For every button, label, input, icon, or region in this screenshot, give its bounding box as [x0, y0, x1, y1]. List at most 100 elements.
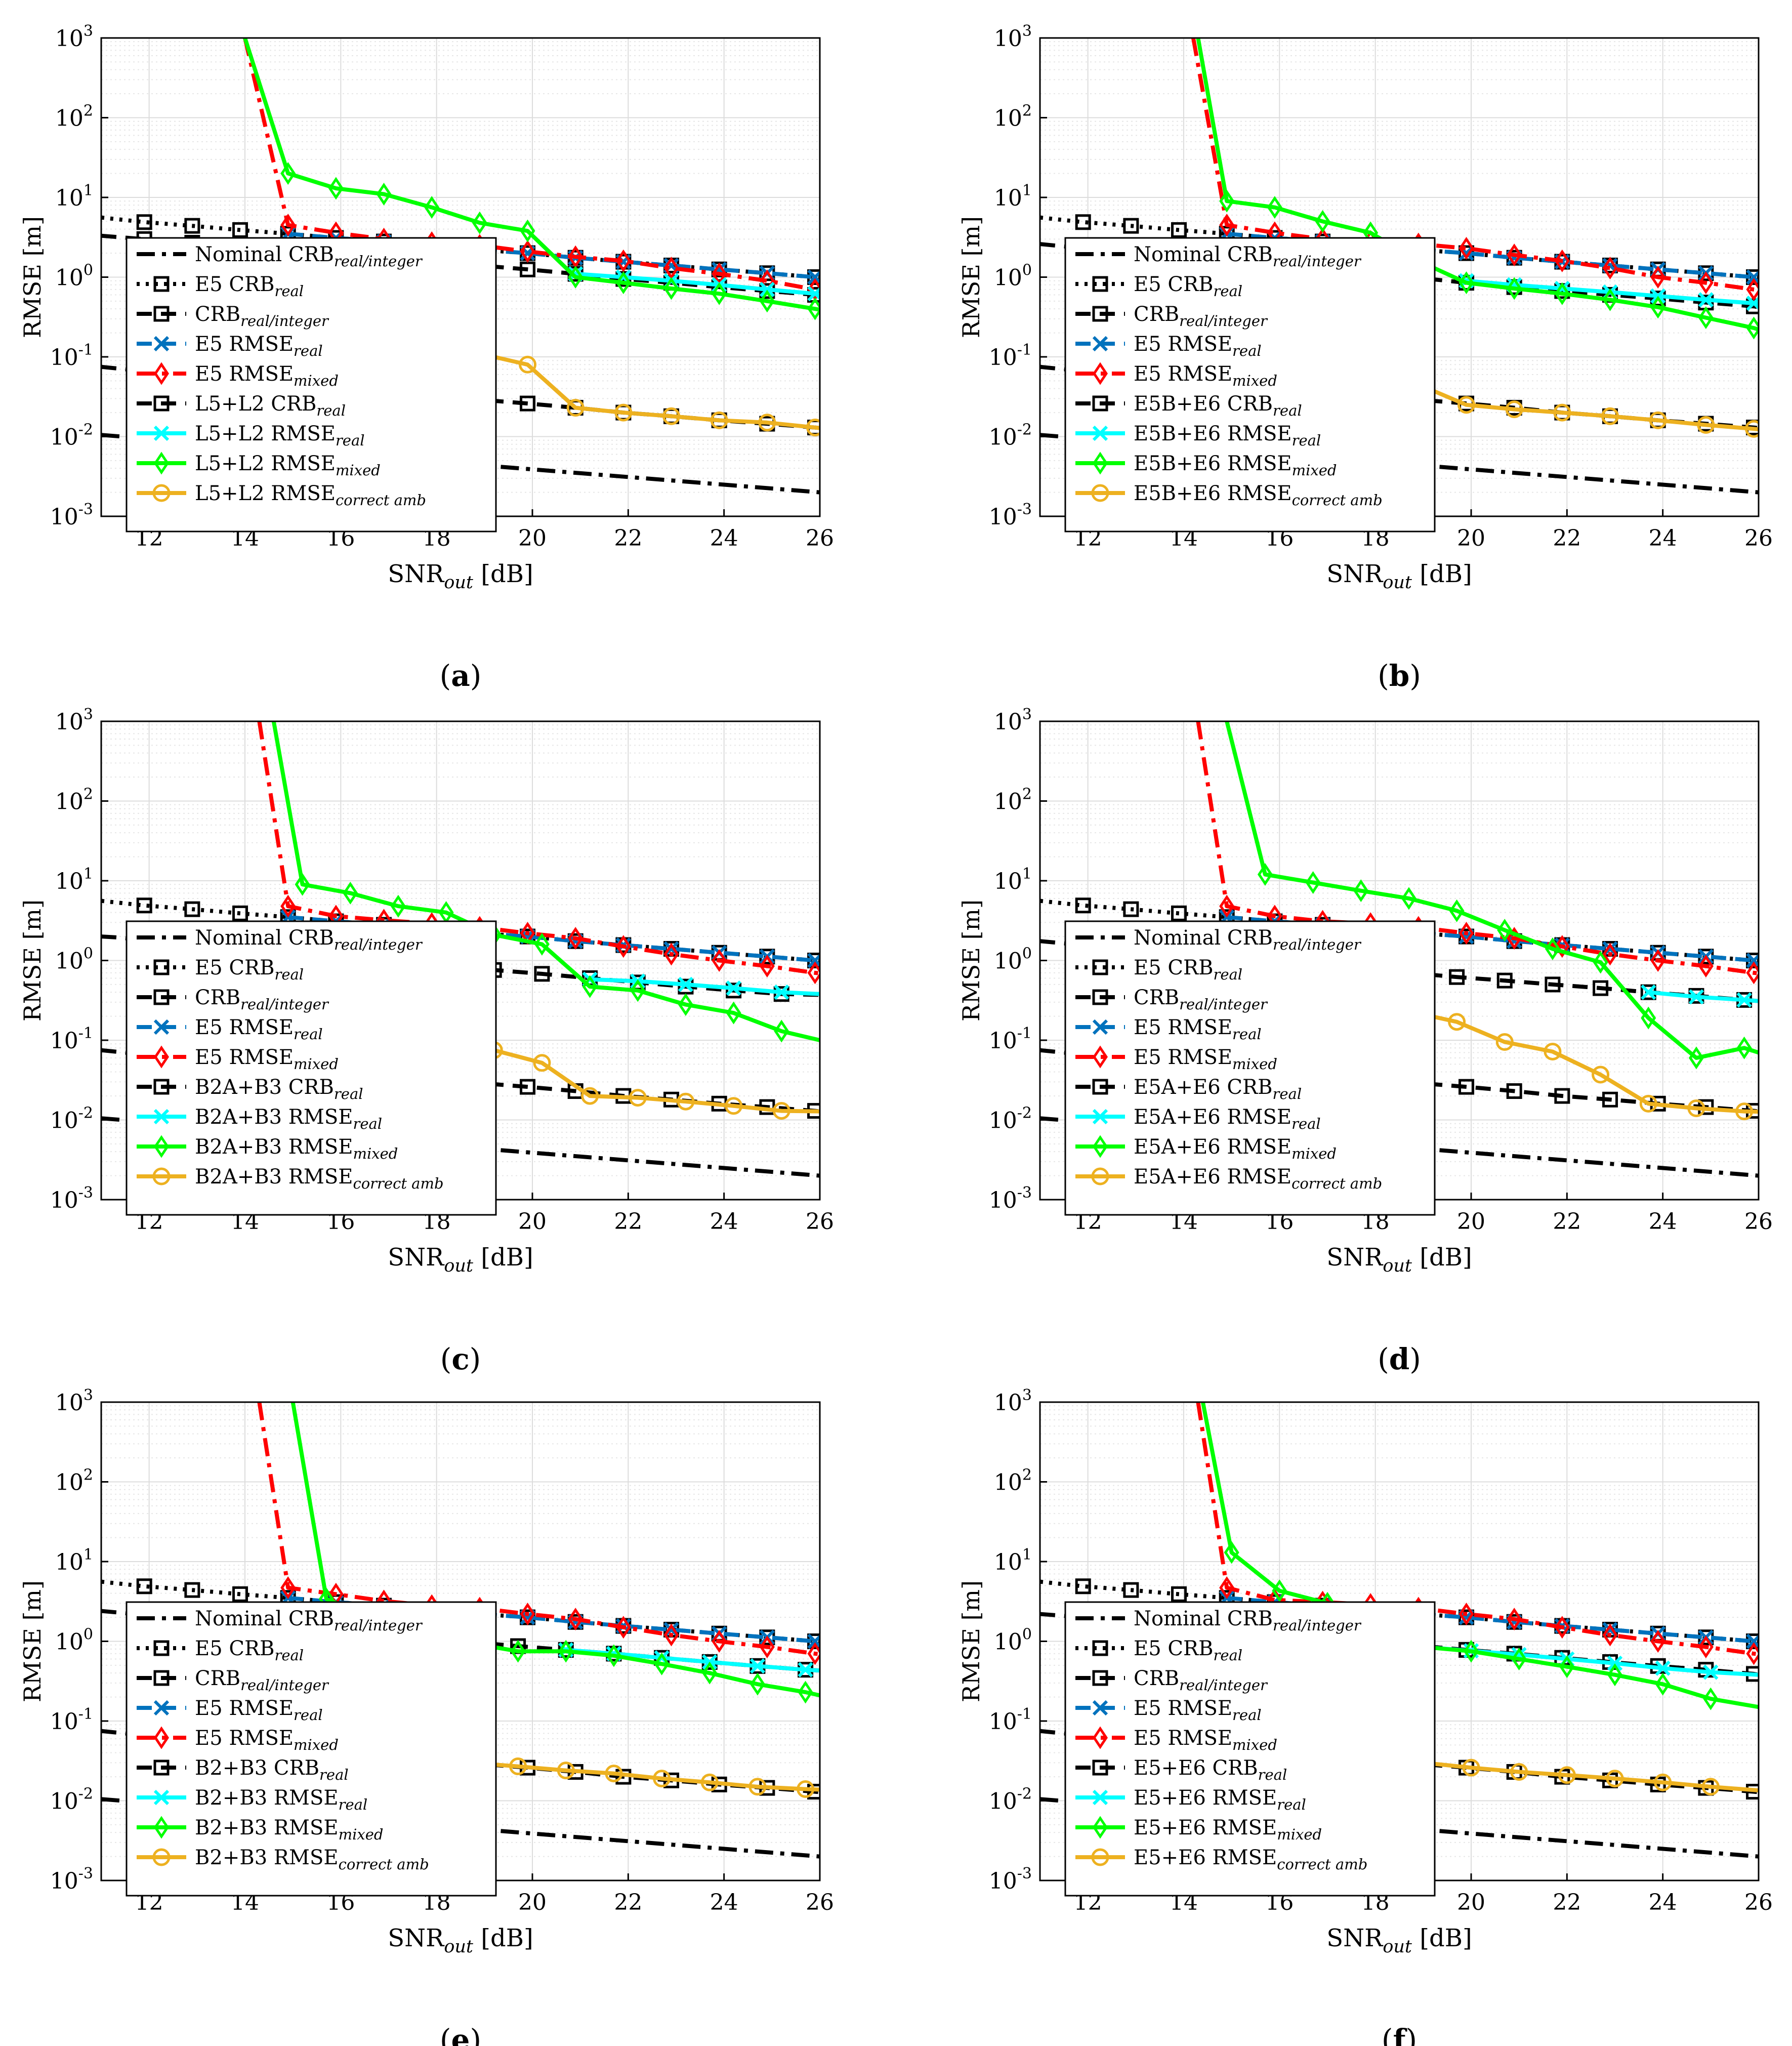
marker-pairmixed — [1401, 887, 1416, 910]
y-tick-label: 102 — [994, 786, 1032, 815]
marker-crbint — [534, 966, 550, 982]
marker-paircorrect — [1654, 1773, 1672, 1791]
marker-paircorrect — [1462, 1758, 1480, 1777]
x-tick-label: 20 — [1457, 1209, 1485, 1235]
marker-pairmixed — [1449, 899, 1465, 922]
y-tick-label: 10-1 — [989, 341, 1032, 371]
marker-e5crb — [1075, 1578, 1091, 1594]
marker-e5mixed — [1554, 249, 1570, 272]
marker-paircorrect — [725, 1097, 743, 1115]
marker-paircorrect — [806, 419, 820, 437]
y-tick-label: 10-2 — [989, 1785, 1032, 1815]
legend-marker-e5mixed — [153, 1726, 170, 1749]
x-tick-label: 22 — [1553, 1209, 1581, 1235]
legend-label-e5mixed: E5 RMSEmixed — [195, 362, 339, 389]
legend-label-paircrb: B2A+B3 CRBreal — [195, 1076, 363, 1102]
marker-pairmixed — [390, 894, 406, 918]
legend-label-e5mixed: E5 RMSEmixed — [1134, 1727, 1277, 1753]
marker-paircorrect — [1505, 400, 1523, 419]
marker-paircorrect — [1558, 1766, 1576, 1784]
marker-pairreal — [726, 980, 741, 996]
legend-marker-paircrb — [1092, 1079, 1108, 1095]
marker-pairreal — [759, 281, 775, 298]
legend-label-crbint: CRBreal/integer — [195, 986, 329, 1013]
marker-e5mixed — [520, 240, 535, 263]
series-line-e5mixed — [243, 38, 820, 292]
legend-marker-pairmixed — [1092, 452, 1108, 475]
marker-pairmixed — [678, 993, 693, 1016]
x-tick-label: 22 — [1553, 1890, 1581, 1915]
legend-label-pairreal: B2+B3 RMSEreal — [195, 1786, 367, 1813]
x-tick-label: 26 — [806, 1890, 834, 1915]
y-tick-label: 102 — [994, 102, 1032, 132]
marker-pairreal — [678, 976, 694, 993]
legend-label-paircorrect: E5A+E6 RMSEcorrect amb — [1134, 1165, 1382, 1192]
marker-e5mixed — [1219, 894, 1235, 918]
marker-paircorrect — [519, 355, 537, 374]
y-tick-label: 10-2 — [50, 1785, 93, 1815]
marker-pairmixed — [759, 290, 775, 313]
series-line-e5mixed — [1191, 38, 1759, 292]
marker-e5mixed — [568, 1608, 584, 1631]
marker-paircrb — [1554, 1088, 1570, 1104]
marker-paircorrect — [557, 1762, 575, 1780]
legend-marker-paircrb — [153, 395, 170, 412]
marker-pairmixed — [712, 282, 727, 305]
marker-pairmixed — [510, 1640, 526, 1663]
marker-e5mixed — [1650, 949, 1666, 972]
series-line-pairmixed — [243, 38, 820, 312]
marker-stroke — [153, 1700, 170, 1716]
marker-e5mixed — [663, 943, 679, 966]
marker-stroke — [1092, 1789, 1108, 1806]
legend-marker-e5crb — [153, 1640, 170, 1656]
marker-e5mixed — [663, 1623, 679, 1647]
marker-stroke — [153, 336, 170, 352]
marker-stroke — [1092, 425, 1108, 441]
marker-pairreal — [1607, 1655, 1623, 1671]
legend-label-pairmixed: L5+L2 RMSEmixed — [195, 452, 381, 479]
marker-pairmixed — [328, 177, 344, 200]
y-axis-label: RMSE [m] — [957, 899, 985, 1021]
legend-label-pairmixed: E5+E6 RMSEmixed — [1134, 1816, 1322, 1843]
x-tick-label: 26 — [806, 525, 834, 551]
legend-label-e5crb: E5 CRBreal — [1134, 1637, 1242, 1664]
series-line-pairmixed — [271, 721, 820, 1042]
y-axis-label: RMSE [m] — [957, 216, 985, 338]
legend-marker-e5mixed — [1092, 1045, 1108, 1069]
legend-label-e5real: E5 RMSEreal — [1134, 333, 1262, 359]
marker-paircrb — [1506, 1083, 1522, 1099]
y-tick-label: 101 — [55, 1546, 93, 1575]
legend-label-pairmixed: B2A+B3 RMSEmixed — [195, 1135, 398, 1162]
legend-marker-e5mixed — [1092, 362, 1108, 385]
series-line-e5mixed — [1196, 721, 1759, 975]
y-tick-label: 100 — [994, 945, 1032, 974]
marker-pairmixed — [343, 881, 358, 905]
marker-pairmixed — [1554, 282, 1570, 305]
legend-label-crbint: CRBreal/integer — [1134, 303, 1268, 330]
legend-marker-e5mixed — [1092, 1726, 1108, 1749]
x-tick-label: 26 — [1744, 1209, 1773, 1235]
legend-marker-crbint — [1092, 1670, 1108, 1686]
marker-e5mixed — [1219, 214, 1235, 237]
marker-e5crb — [184, 901, 200, 917]
marker-e5crb — [184, 1582, 200, 1598]
legend-marker-paircorrect — [1091, 1848, 1109, 1866]
legend-marker-crbint — [1092, 306, 1108, 322]
marker-paircorrect — [1592, 1066, 1610, 1084]
marker-pairmixed — [654, 1652, 670, 1675]
panel-label: (b) — [1378, 659, 1421, 693]
legend-label-nominal: Nominal CRBreal/integer — [1134, 1607, 1362, 1634]
legend-marker-pairmixed — [1092, 1135, 1108, 1158]
marker-pairmixed — [520, 219, 535, 242]
marker-paircorrect — [700, 1773, 719, 1791]
marker-e5mixed — [615, 1616, 631, 1639]
chart-panel-4: 12 14 16 18 20 22 24 2610-310-210-1100101102103… — [957, 706, 1773, 1376]
legend-label-e5real: E5 RMSEreal — [195, 333, 323, 359]
marker-pairmixed — [534, 932, 550, 956]
marker-pairmixed — [749, 1672, 765, 1696]
marker-pairreal — [798, 1662, 813, 1677]
legend-label-e5crb: E5 CRBreal — [195, 956, 304, 983]
chart-panel-1: 12 14 16 18 20 22 24 2610-310-210-1100101102103… — [19, 22, 834, 693]
marker-stroke — [1655, 1660, 1671, 1676]
y-tick-label: 10-3 — [50, 1865, 93, 1894]
